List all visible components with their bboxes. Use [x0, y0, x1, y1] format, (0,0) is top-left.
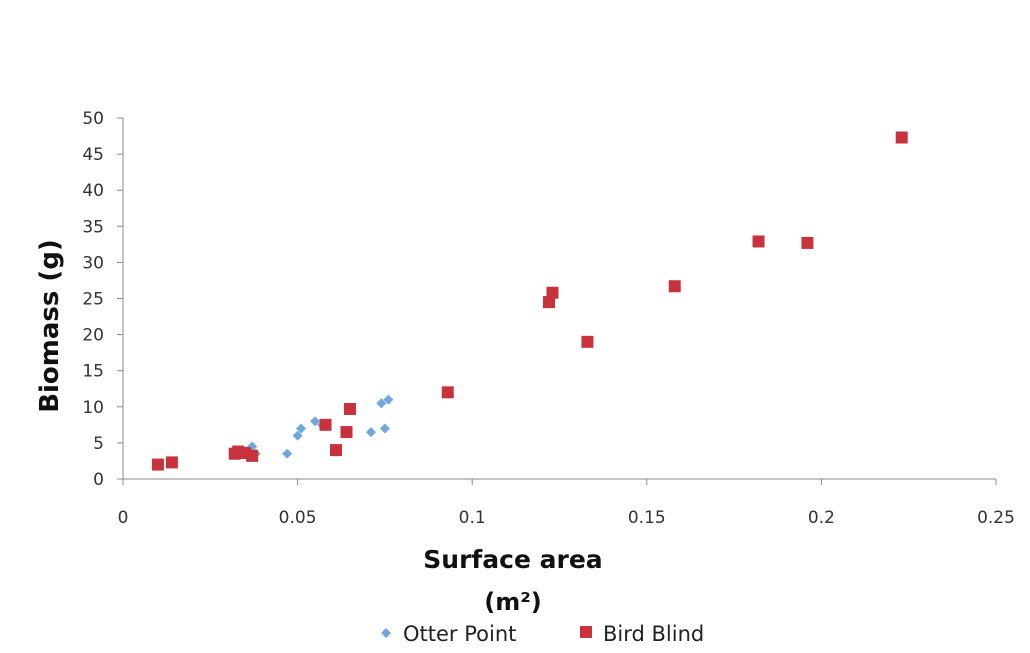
chart-markers: [151, 131, 908, 471]
y-tick-label: 5: [93, 434, 104, 454]
x-tick-label: 0.1: [459, 508, 486, 528]
x-axis-units: (m²): [484, 588, 541, 616]
series-bird-blind: [151, 131, 908, 471]
data-point: [895, 131, 908, 144]
data-point: [668, 280, 681, 293]
legend-marker-bird-blind: [580, 626, 592, 638]
y-tick-label: 45: [82, 145, 104, 165]
x-tick-label: 0: [118, 508, 129, 528]
data-point: [365, 427, 376, 438]
x-tick-label: 0.2: [808, 508, 835, 528]
legend-marker-otter-point: [381, 628, 391, 638]
y-tick-label: 15: [82, 362, 104, 382]
data-point: [801, 236, 814, 249]
data-point: [296, 423, 307, 434]
data-point: [310, 416, 321, 427]
data-point: [282, 448, 293, 459]
data-point: [546, 286, 559, 299]
data-point: [343, 402, 356, 415]
y-tick-label: 20: [82, 326, 104, 346]
y-axis: 0 5 10 15 20 25 30 35 40 45 50: [82, 109, 124, 490]
x-tick-label: 0.25: [977, 508, 1015, 528]
data-point: [292, 430, 303, 441]
legend-label-bird-blind: Bird Blind: [603, 622, 704, 646]
y-tick-label: 30: [82, 253, 104, 273]
x-axis-title: Surface area: [423, 545, 602, 574]
y-tick-label: 10: [82, 398, 104, 418]
x-tick-label: 0.15: [628, 508, 666, 528]
data-point: [165, 456, 178, 469]
x-axis: 0 0.05 0.1 0.15 0.2 0.25: [118, 478, 1015, 528]
y-tick-label: 35: [82, 217, 104, 237]
data-point: [376, 398, 387, 409]
legend-label-otter-point: Otter Point: [403, 622, 516, 646]
series-otter-point: [243, 394, 394, 459]
data-point: [246, 449, 259, 462]
data-point: [543, 296, 556, 309]
data-point: [330, 444, 343, 457]
x-tick-label: 0.05: [279, 508, 317, 528]
data-point: [752, 235, 765, 248]
y-tick-label: 0: [93, 470, 104, 490]
legend: Otter Point Bird Blind: [381, 622, 704, 646]
data-point: [151, 458, 164, 471]
data-point: [379, 423, 390, 434]
data-point: [340, 426, 353, 439]
y-tick-label: 50: [82, 109, 104, 129]
data-point: [383, 394, 394, 405]
data-point: [581, 335, 594, 348]
y-axis-title: Biomass (g): [35, 239, 65, 413]
data-point: [319, 418, 332, 431]
data-point: [441, 386, 454, 399]
y-tick-label: 40: [82, 181, 104, 201]
y-tick-label: 25: [82, 290, 104, 310]
